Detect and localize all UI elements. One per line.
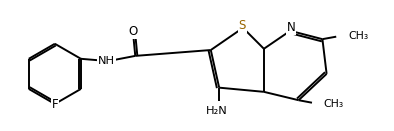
Text: F: F (52, 98, 58, 111)
Text: N: N (287, 21, 296, 34)
Text: CH₃: CH₃ (324, 99, 344, 109)
Text: H₂N: H₂N (206, 107, 228, 116)
Text: CH₃: CH₃ (349, 31, 369, 41)
Text: S: S (238, 19, 246, 32)
Text: NH: NH (98, 56, 115, 66)
Text: O: O (128, 25, 138, 38)
